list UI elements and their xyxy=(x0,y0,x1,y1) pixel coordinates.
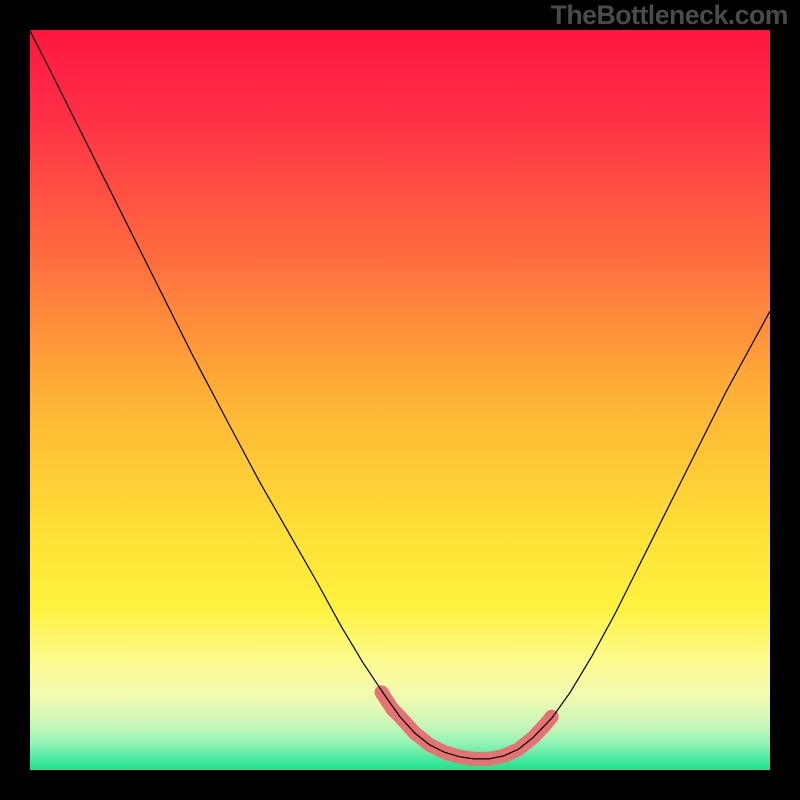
gradient-background xyxy=(30,30,770,770)
chart-container: TheBottleneck.com xyxy=(0,0,800,800)
bottleneck-chart xyxy=(0,0,800,800)
